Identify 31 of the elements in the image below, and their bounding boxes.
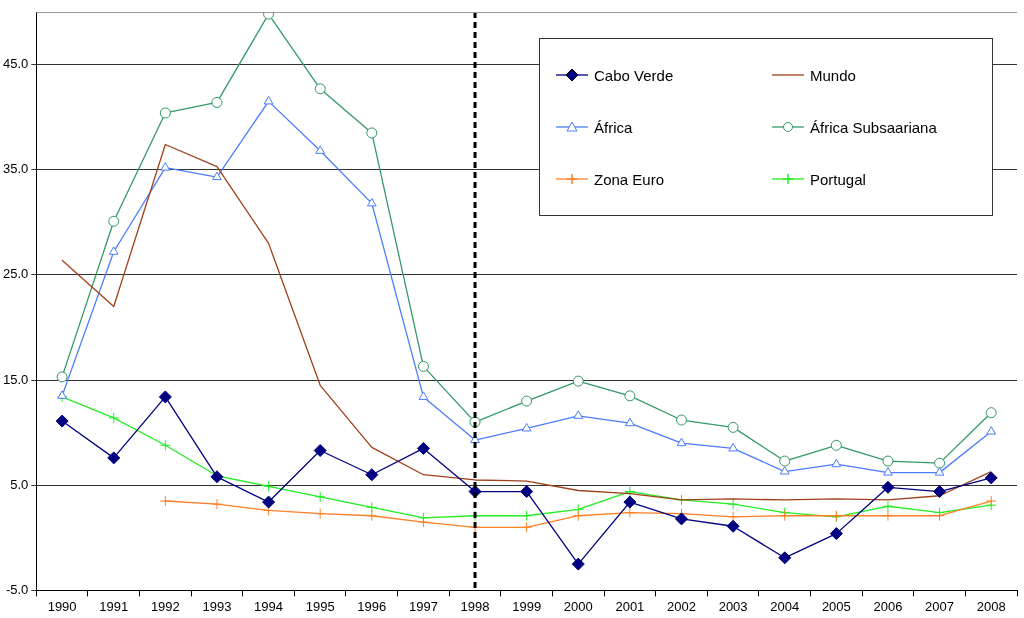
x-tick-label: 1999 [512,598,542,614]
x-tick-label: 1992 [150,598,180,614]
x-tick-label: 2002 [667,598,696,614]
legend-label: Portugal [810,170,866,188]
legend-label: Mundo [810,66,856,84]
x-tick-label: 2004 [770,598,800,614]
x-tick-label: 1991 [99,598,129,614]
y-tick-label: 35.0 [2,161,29,177]
y-tick-label: 45.0 [2,56,29,72]
legend-label: África Subsaariana [810,118,937,136]
y-tick-label: 15.0 [2,371,29,387]
legend-label: Zona Euro [594,170,665,188]
x-tick-label: 2000 [563,598,593,614]
x-tick-label: 2007 [925,598,955,614]
y-tick-label: 25.0 [2,266,29,282]
x-tick-label: 1990 [47,598,77,614]
y-tick-label: 5.0 [10,476,29,492]
y-tick-label: -5.0 [5,581,29,597]
legend-label: Cabo Verde [594,66,674,84]
legend-label: África [594,118,633,136]
x-tick-label: 2005 [821,598,851,614]
x-tick-label: 1996 [357,598,387,614]
x-tick-label: 1995 [305,598,335,614]
x-tick-label: 2003 [718,598,748,614]
x-tick-label: 1998 [460,598,490,614]
x-tick-label: 1993 [202,598,232,614]
x-tick-label: 1994 [254,598,284,614]
x-tick-label: 2001 [615,598,645,614]
x-tick-label: 2008 [976,598,1006,614]
x-tick-label: 2006 [873,598,903,614]
x-tick-label: 1997 [408,598,438,614]
